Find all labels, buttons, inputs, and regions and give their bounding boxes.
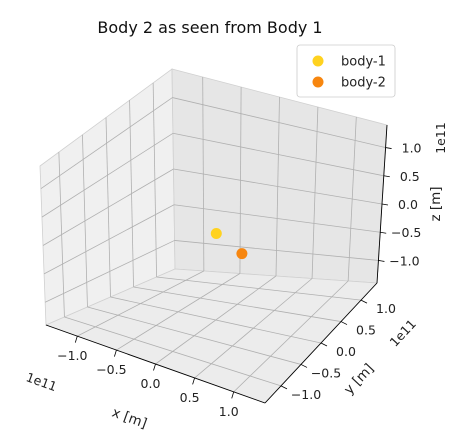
- grid-line-x: [311, 106, 319, 279]
- z-tick-label: −1.0: [389, 253, 419, 268]
- x-tick-label: 0.0: [141, 376, 161, 391]
- z-tick-mark: [380, 231, 387, 234]
- x-tick-mark: [192, 377, 195, 385]
- z-tick-label: 1.0: [402, 141, 422, 156]
- z-tick-mark: [383, 175, 390, 178]
- z-tick-label: −0.5: [391, 225, 421, 240]
- y-tick-label: −0.5: [311, 365, 341, 380]
- y-tick-label: 1.0: [376, 301, 396, 316]
- grid-line-y: [152, 82, 157, 278]
- x-tick-mark: [153, 363, 156, 371]
- legend-label-body-2: body-2: [341, 76, 386, 91]
- legend-label-body-1: body-1: [341, 55, 386, 70]
- z-tick-mark: [381, 203, 389, 206]
- grid-line-z: [42, 168, 174, 246]
- x-tick-label: −1.0: [57, 348, 87, 363]
- tick-labels: −1.0−1.0−1.0−0.5 −0.5−0.50.00.00.00.50.50…: [57, 141, 421, 419]
- z-tick-mark: [385, 147, 392, 149]
- chart-title: Body 2 as seen from Body 1: [97, 18, 322, 37]
- grid-line-z: [172, 132, 384, 177]
- y-tick-mark: [280, 385, 288, 390]
- x-tick-mark: [74, 336, 78, 343]
- point-body-1: [210, 228, 222, 239]
- grid-line-x: [233, 280, 349, 393]
- x-tick-mark: [231, 391, 235, 399]
- y-tick-label: 0.5: [356, 323, 376, 338]
- axes-panes: [39, 68, 388, 404]
- x-tick-label: 0.5: [180, 390, 200, 405]
- x-offset-label: 1e11: [24, 369, 59, 394]
- x-tick-mark: [114, 349, 117, 357]
- grid-lines: [40, 76, 386, 393]
- grid-line-y: [156, 276, 362, 301]
- y-tick-mark: [300, 364, 308, 368]
- legend-marker-body-2: [312, 76, 324, 88]
- grid-line-x: [347, 116, 357, 282]
- grid-line-z: [41, 132, 174, 218]
- y-tick-mark: [320, 342, 328, 347]
- legend: body-1 body-2: [296, 44, 396, 98]
- x-tick-label: 1.0: [219, 404, 239, 419]
- y-tick-label: −1.0: [291, 387, 321, 402]
- grid-line-z: [40, 97, 173, 190]
- x-axis-label: x [m]: [110, 405, 149, 432]
- z-tick-mark: [378, 260, 385, 262]
- point-body-2: [236, 248, 248, 260]
- z-tick-label: 0.0: [398, 197, 418, 212]
- z-tick-label: 0.5: [400, 169, 420, 184]
- grid-line-x: [194, 278, 313, 379]
- data-points: [210, 228, 248, 260]
- legend-marker-body-1: [312, 55, 324, 67]
- z-offset-label: 1e11: [433, 122, 448, 154]
- grid-line-y: [110, 296, 322, 344]
- y-tick-mark: [360, 299, 368, 304]
- x-tick-label: −0.5: [96, 362, 126, 377]
- grid-line-y: [129, 100, 134, 288]
- grid-line-z: [172, 97, 386, 148]
- y-tick-label: 0.0: [336, 344, 356, 359]
- grid-line-z: [173, 168, 383, 205]
- tick-marks: [74, 147, 392, 399]
- y-tick-mark: [340, 321, 348, 325]
- grid-line-y: [133, 286, 342, 322]
- z-axis-label: z [m]: [428, 186, 444, 221]
- y-axis-label: y [m]: [341, 361, 377, 398]
- y-offset-label: 1e11: [386, 316, 418, 349]
